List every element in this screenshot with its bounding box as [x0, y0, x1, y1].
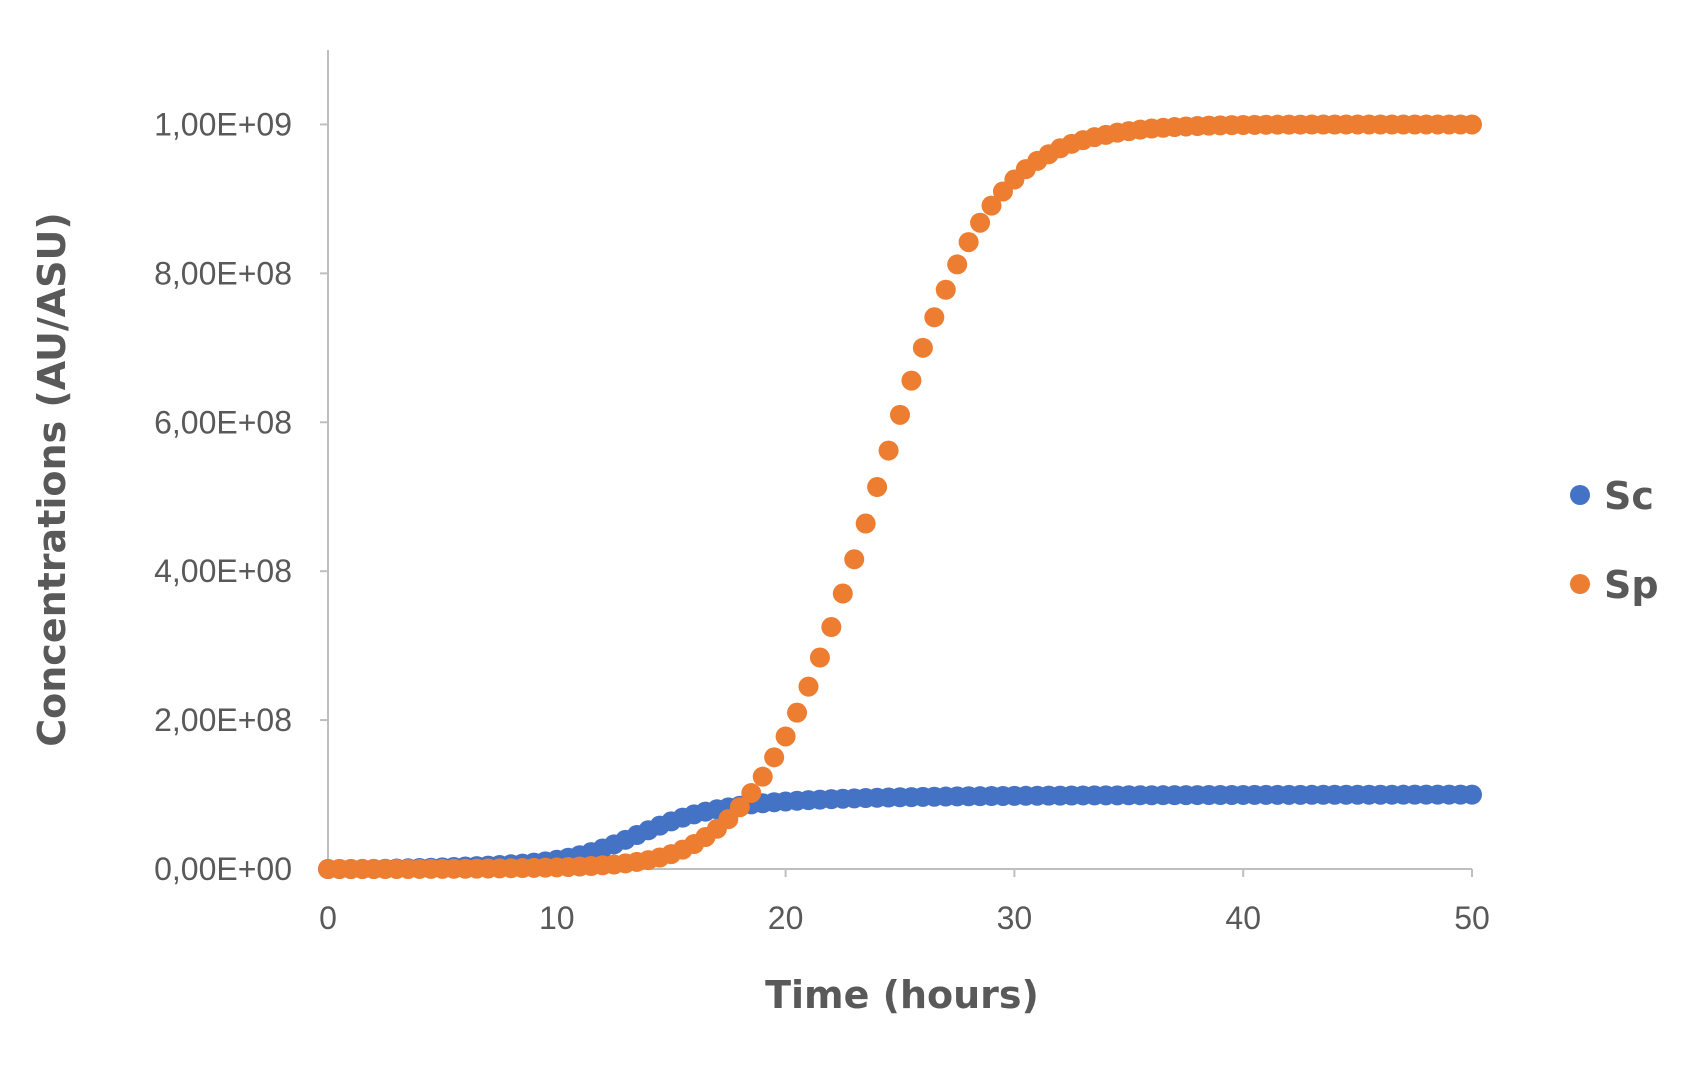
data-point-sp — [809, 647, 830, 668]
data-point-sp — [970, 212, 991, 233]
series-sp — [318, 114, 1482, 879]
data-point-sp — [832, 583, 853, 604]
series-layer — [318, 114, 1482, 879]
data-point-sp — [958, 232, 979, 253]
x-tick-label: 0 — [319, 900, 337, 936]
data-point-sp — [890, 404, 910, 425]
y-tick-label: 4,00E+08 — [154, 553, 292, 589]
legend: Sc Sp — [1570, 474, 1659, 607]
data-point-sp — [935, 279, 956, 300]
y-tick-label: 1,00E+09 — [154, 106, 292, 142]
data-point-sp — [912, 337, 933, 358]
legend-label-sp: Sp — [1604, 563, 1659, 607]
data-point-sp — [947, 254, 968, 275]
data-point-sp — [752, 766, 773, 787]
data-point-sp — [844, 549, 865, 570]
data-point-sp — [741, 783, 762, 804]
legend-marker-sp — [1570, 574, 1590, 594]
data-point-sp — [729, 797, 750, 818]
legend-marker-sc — [1570, 485, 1590, 505]
x-tick-label: 10 — [539, 900, 575, 936]
data-point-sp — [1462, 114, 1482, 135]
data-point-sp — [867, 477, 888, 498]
x-tick-label: 40 — [1225, 900, 1261, 936]
data-point-sp — [798, 676, 819, 697]
y-tick-label: 8,00E+08 — [154, 255, 292, 291]
data-point-sp — [855, 513, 876, 534]
data-point-sp — [787, 702, 808, 723]
data-point-sp — [821, 617, 842, 638]
data-point-sp — [901, 370, 922, 391]
y-tick-label: 6,00E+08 — [154, 404, 292, 440]
ticks-layer: 0,00E+00 2,00E+08 4,00E+08 6,00E+08 8,00E+08… — [154, 106, 1490, 936]
data-point-sc — [1462, 784, 1482, 805]
legend-label-sc: Sc — [1604, 474, 1654, 518]
data-point-sp — [981, 195, 1002, 216]
data-point-sp — [775, 726, 796, 747]
y-tick-label: 0,00E+00 — [154, 851, 292, 887]
data-point-sp — [764, 747, 785, 768]
y-axis-title: Concentrations (AU/ASU) — [30, 212, 74, 747]
y-tick-label: 2,00E+08 — [154, 702, 292, 738]
data-point-sp — [878, 440, 899, 461]
data-point-sp — [924, 307, 945, 328]
x-tick-label: 20 — [768, 900, 804, 936]
x-tick-label: 50 — [1454, 900, 1490, 936]
x-tick-label: 30 — [997, 900, 1033, 936]
axes-layer — [327, 50, 1472, 870]
x-axis-title: Time (hours) — [765, 973, 1039, 1017]
